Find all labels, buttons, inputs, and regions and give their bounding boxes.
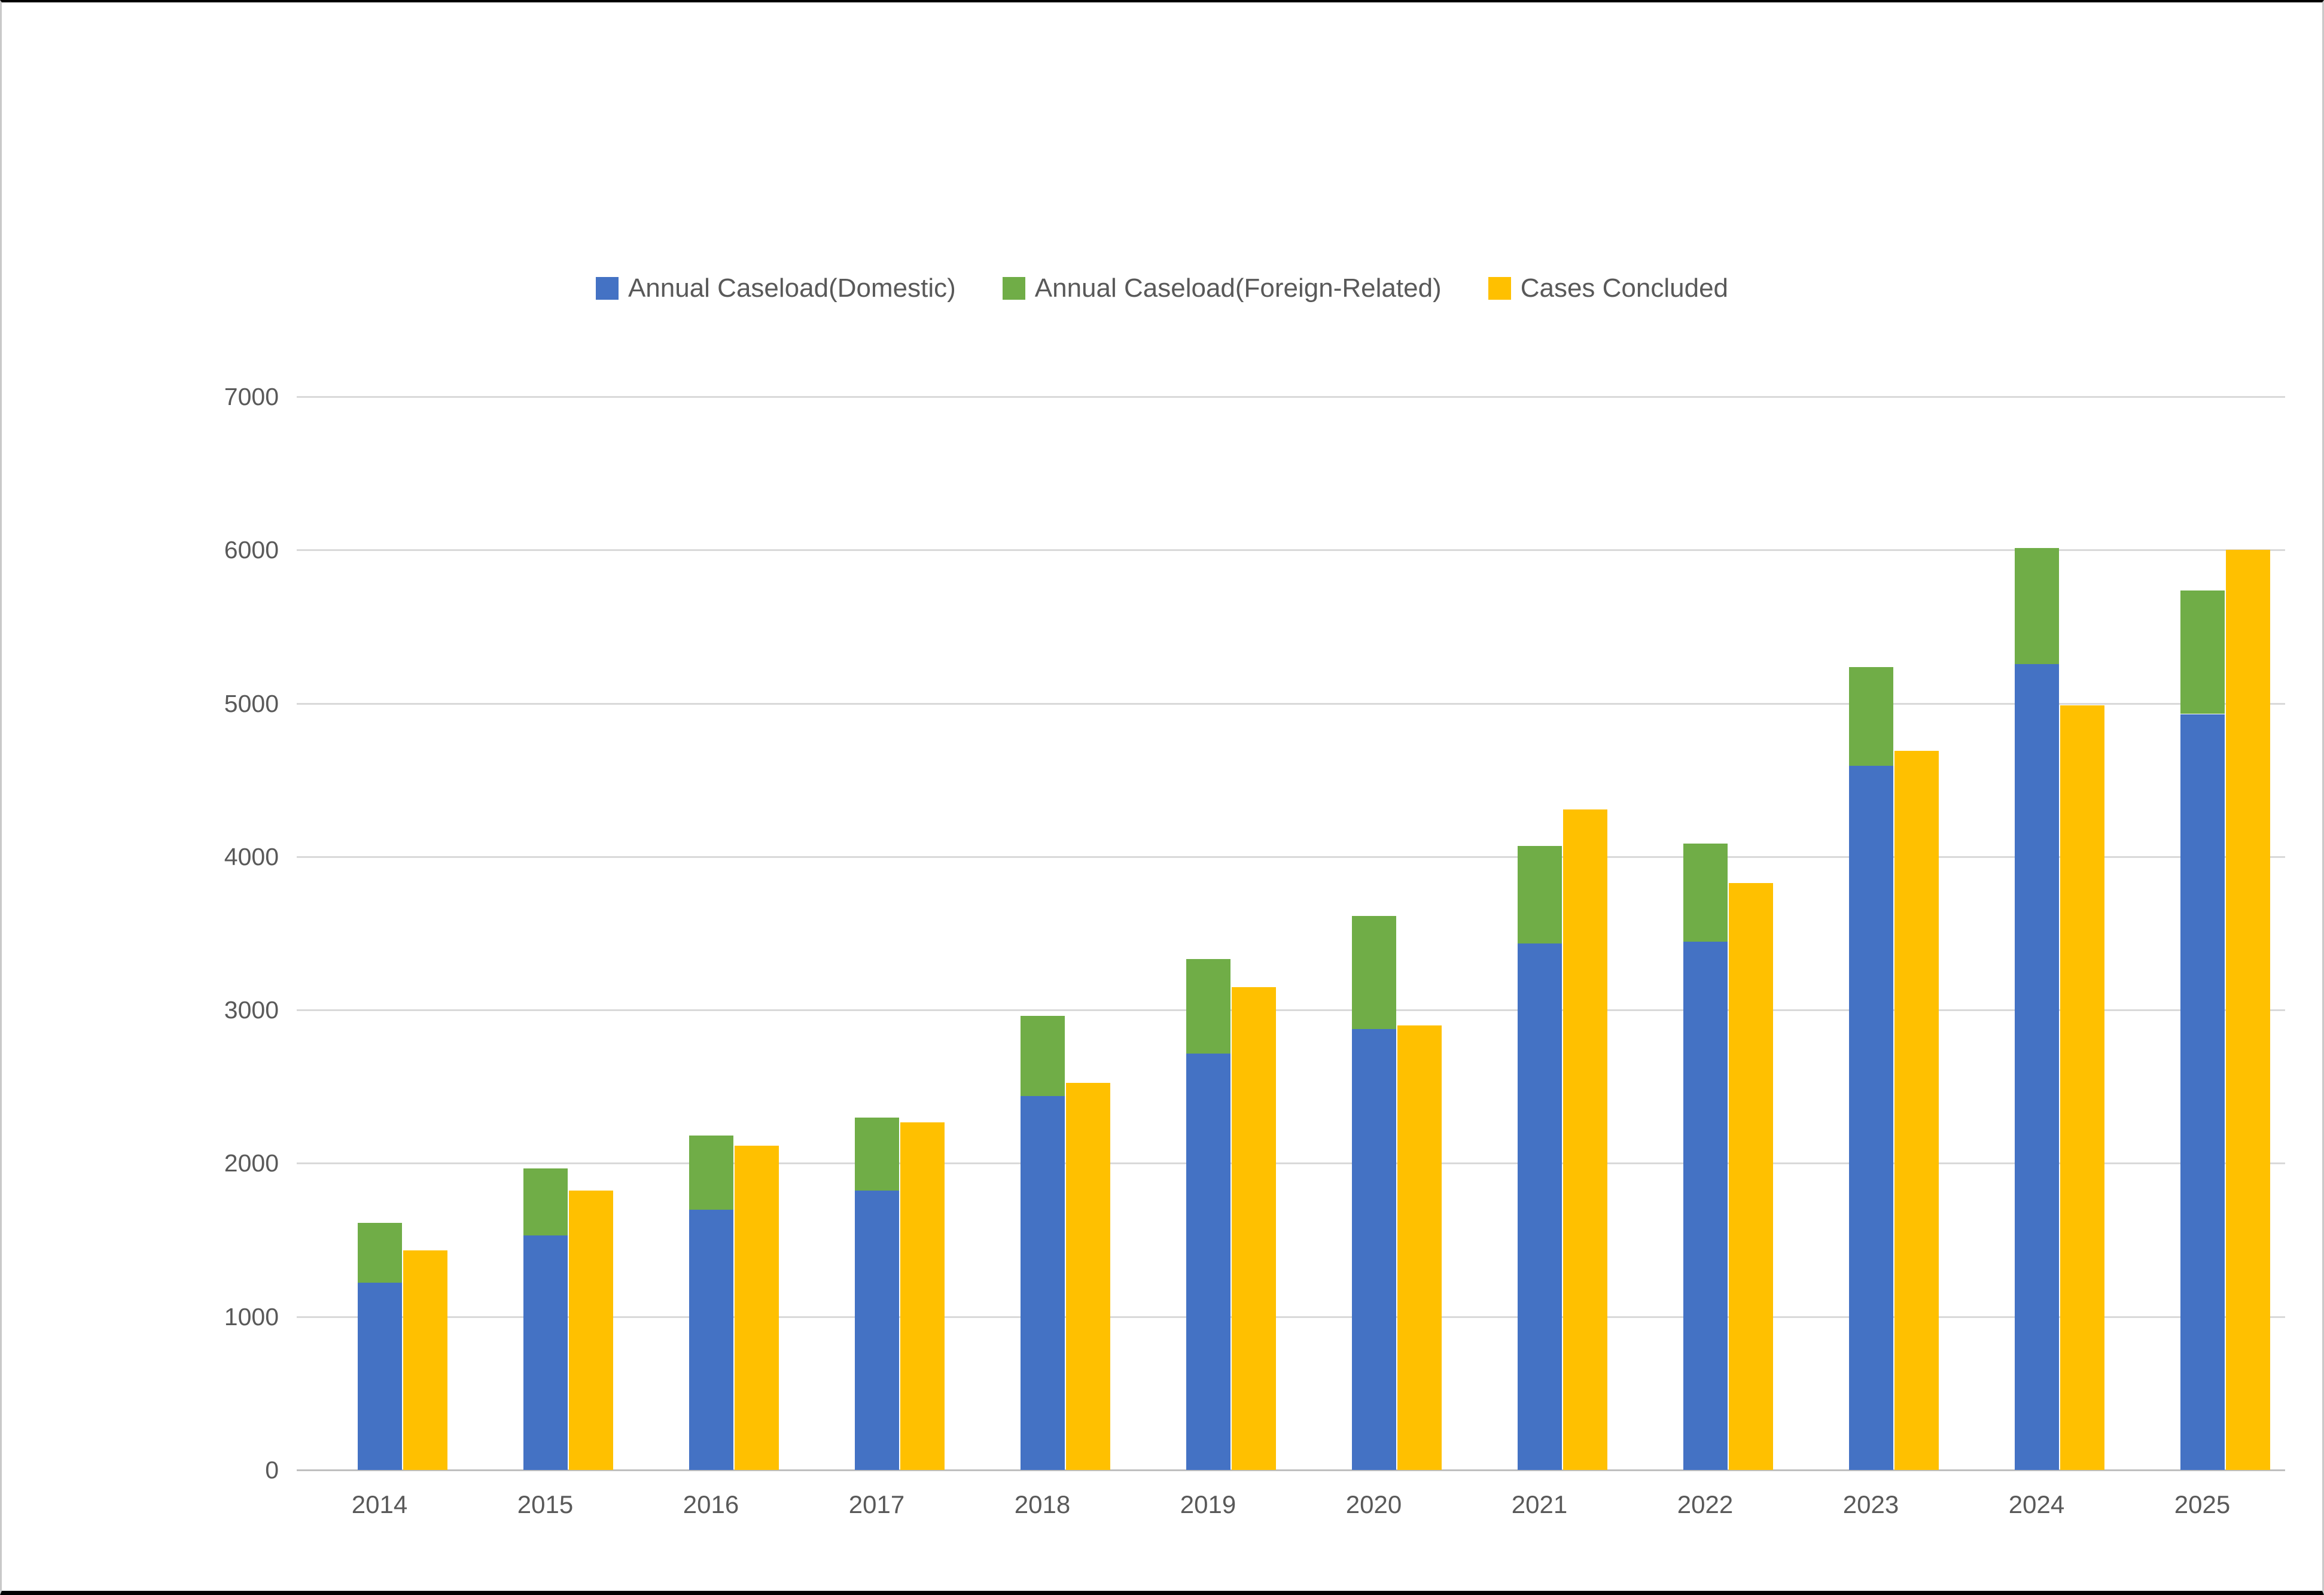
y-axis-label-7000: 7000: [224, 383, 279, 410]
legend-swatch-cases-concluded-icon: [1488, 277, 1511, 300]
x-axis-label-2024: 2024: [2008, 1490, 2065, 1518]
bar-2024-cases-concluded: [2060, 705, 2104, 1470]
bar-2016-domestic: [689, 1209, 733, 1470]
bar-2022-domestic: [1683, 942, 1728, 1470]
gridline-4000: [297, 856, 2285, 858]
bar-2015-cases-concluded: [568, 1191, 613, 1470]
bar-2024-domestic: [2014, 664, 2059, 1470]
bar-2025-foreign-related: [2180, 590, 2225, 714]
bar-2016-foreign-related: [689, 1136, 733, 1210]
bar-2015-foreign-related: [523, 1168, 568, 1235]
legend-label-cases-concluded: Cases Concluded: [1520, 273, 1729, 303]
bar-2014-foreign-related: [357, 1223, 402, 1283]
bar-2020-cases-concluded: [1397, 1025, 1442, 1470]
bar-2016-cases-concluded: [734, 1146, 779, 1470]
bar-2019-cases-concluded: [1231, 987, 1276, 1470]
x-axis-label-2016: 2016: [683, 1490, 739, 1518]
x-axis-label-2015: 2015: [517, 1490, 574, 1518]
gridline-3000: [297, 1009, 2285, 1012]
bar-2014-cases-concluded: [403, 1250, 447, 1470]
chart-legend: Annual Caseload(Domestic) Annual Caseloa…: [2, 270, 2322, 306]
y-axis-label-3000: 3000: [224, 996, 279, 1024]
bar-2025-cases-concluded: [2225, 550, 2270, 1470]
bar-2014-domestic: [357, 1282, 402, 1470]
bar-2025-domestic: [2180, 714, 2225, 1470]
gridline-6000: [297, 549, 2285, 552]
x-axis-label-2018: 2018: [1014, 1490, 1071, 1518]
bar-2021-foreign-related: [1517, 845, 1562, 943]
bar-2019-domestic: [1186, 1053, 1230, 1470]
y-axis-label-2000: 2000: [224, 1149, 279, 1177]
bar-2017-cases-concluded: [900, 1122, 945, 1470]
gridline-0: [297, 1469, 2285, 1471]
legend-label-domestic: Annual Caseload(Domestic): [628, 273, 956, 303]
legend-label-foreign-related: Annual Caseload(Foreign-Related): [1034, 273, 1442, 303]
x-axis-label-2017: 2017: [848, 1490, 905, 1518]
bar-2021-cases-concluded: [1562, 809, 1607, 1470]
bar-2018-domestic: [1020, 1095, 1065, 1470]
gridline-2000: [297, 1162, 2285, 1165]
x-axis-label-2022: 2022: [1677, 1490, 1734, 1518]
legend-item-domestic: Annual Caseload(Domestic): [595, 273, 956, 303]
bar-2022-foreign-related: [1683, 843, 1728, 942]
x-axis-label-2014: 2014: [351, 1490, 408, 1518]
bar-2020-foreign-related: [1351, 915, 1396, 1029]
x-axis-label-2023: 2023: [1842, 1490, 1899, 1518]
legend-item-foreign-related: Annual Caseload(Foreign-Related): [1002, 273, 1442, 303]
legend-item-cases-concluded: Cases Concluded: [1488, 273, 1728, 303]
bar-2021-domestic: [1517, 943, 1562, 1470]
x-axis-label-2020: 2020: [1345, 1490, 1402, 1518]
bar-2018-cases-concluded: [1065, 1083, 1110, 1470]
y-axis-label-6000: 6000: [224, 536, 279, 564]
x-axis-label-2025: 2025: [2174, 1490, 2231, 1518]
gridline-5000: [297, 702, 2285, 705]
y-axis-label-4000: 4000: [224, 842, 279, 870]
x-axis-label-2021: 2021: [1511, 1490, 1568, 1518]
y-axis-label-1000: 1000: [224, 1302, 279, 1331]
bar-2020-domestic: [1351, 1028, 1396, 1470]
bar-2022-cases-concluded: [1728, 883, 1773, 1470]
bar-2017-domestic: [854, 1191, 899, 1470]
bar-2023-domestic: [1848, 766, 1893, 1470]
bar-2015-domestic: [523, 1235, 568, 1470]
bar-2023-cases-concluded: [1894, 751, 1939, 1470]
bar-2017-foreign-related: [854, 1118, 899, 1191]
bar-2023-foreign-related: [1848, 666, 1893, 766]
bar-2018-foreign-related: [1020, 1015, 1065, 1096]
legend-swatch-domestic-icon: [595, 277, 619, 300]
gridline-7000: [297, 396, 2285, 398]
bar-2024-foreign-related: [2014, 547, 2059, 665]
y-axis-label-0: 0: [265, 1456, 279, 1484]
y-axis-label-5000: 5000: [224, 689, 279, 717]
bar-2019-foreign-related: [1186, 958, 1230, 1054]
gridline-1000: [297, 1316, 2285, 1318]
x-axis-label-2019: 2019: [1180, 1490, 1236, 1518]
legend-swatch-foreign-related-icon: [1002, 277, 1025, 300]
